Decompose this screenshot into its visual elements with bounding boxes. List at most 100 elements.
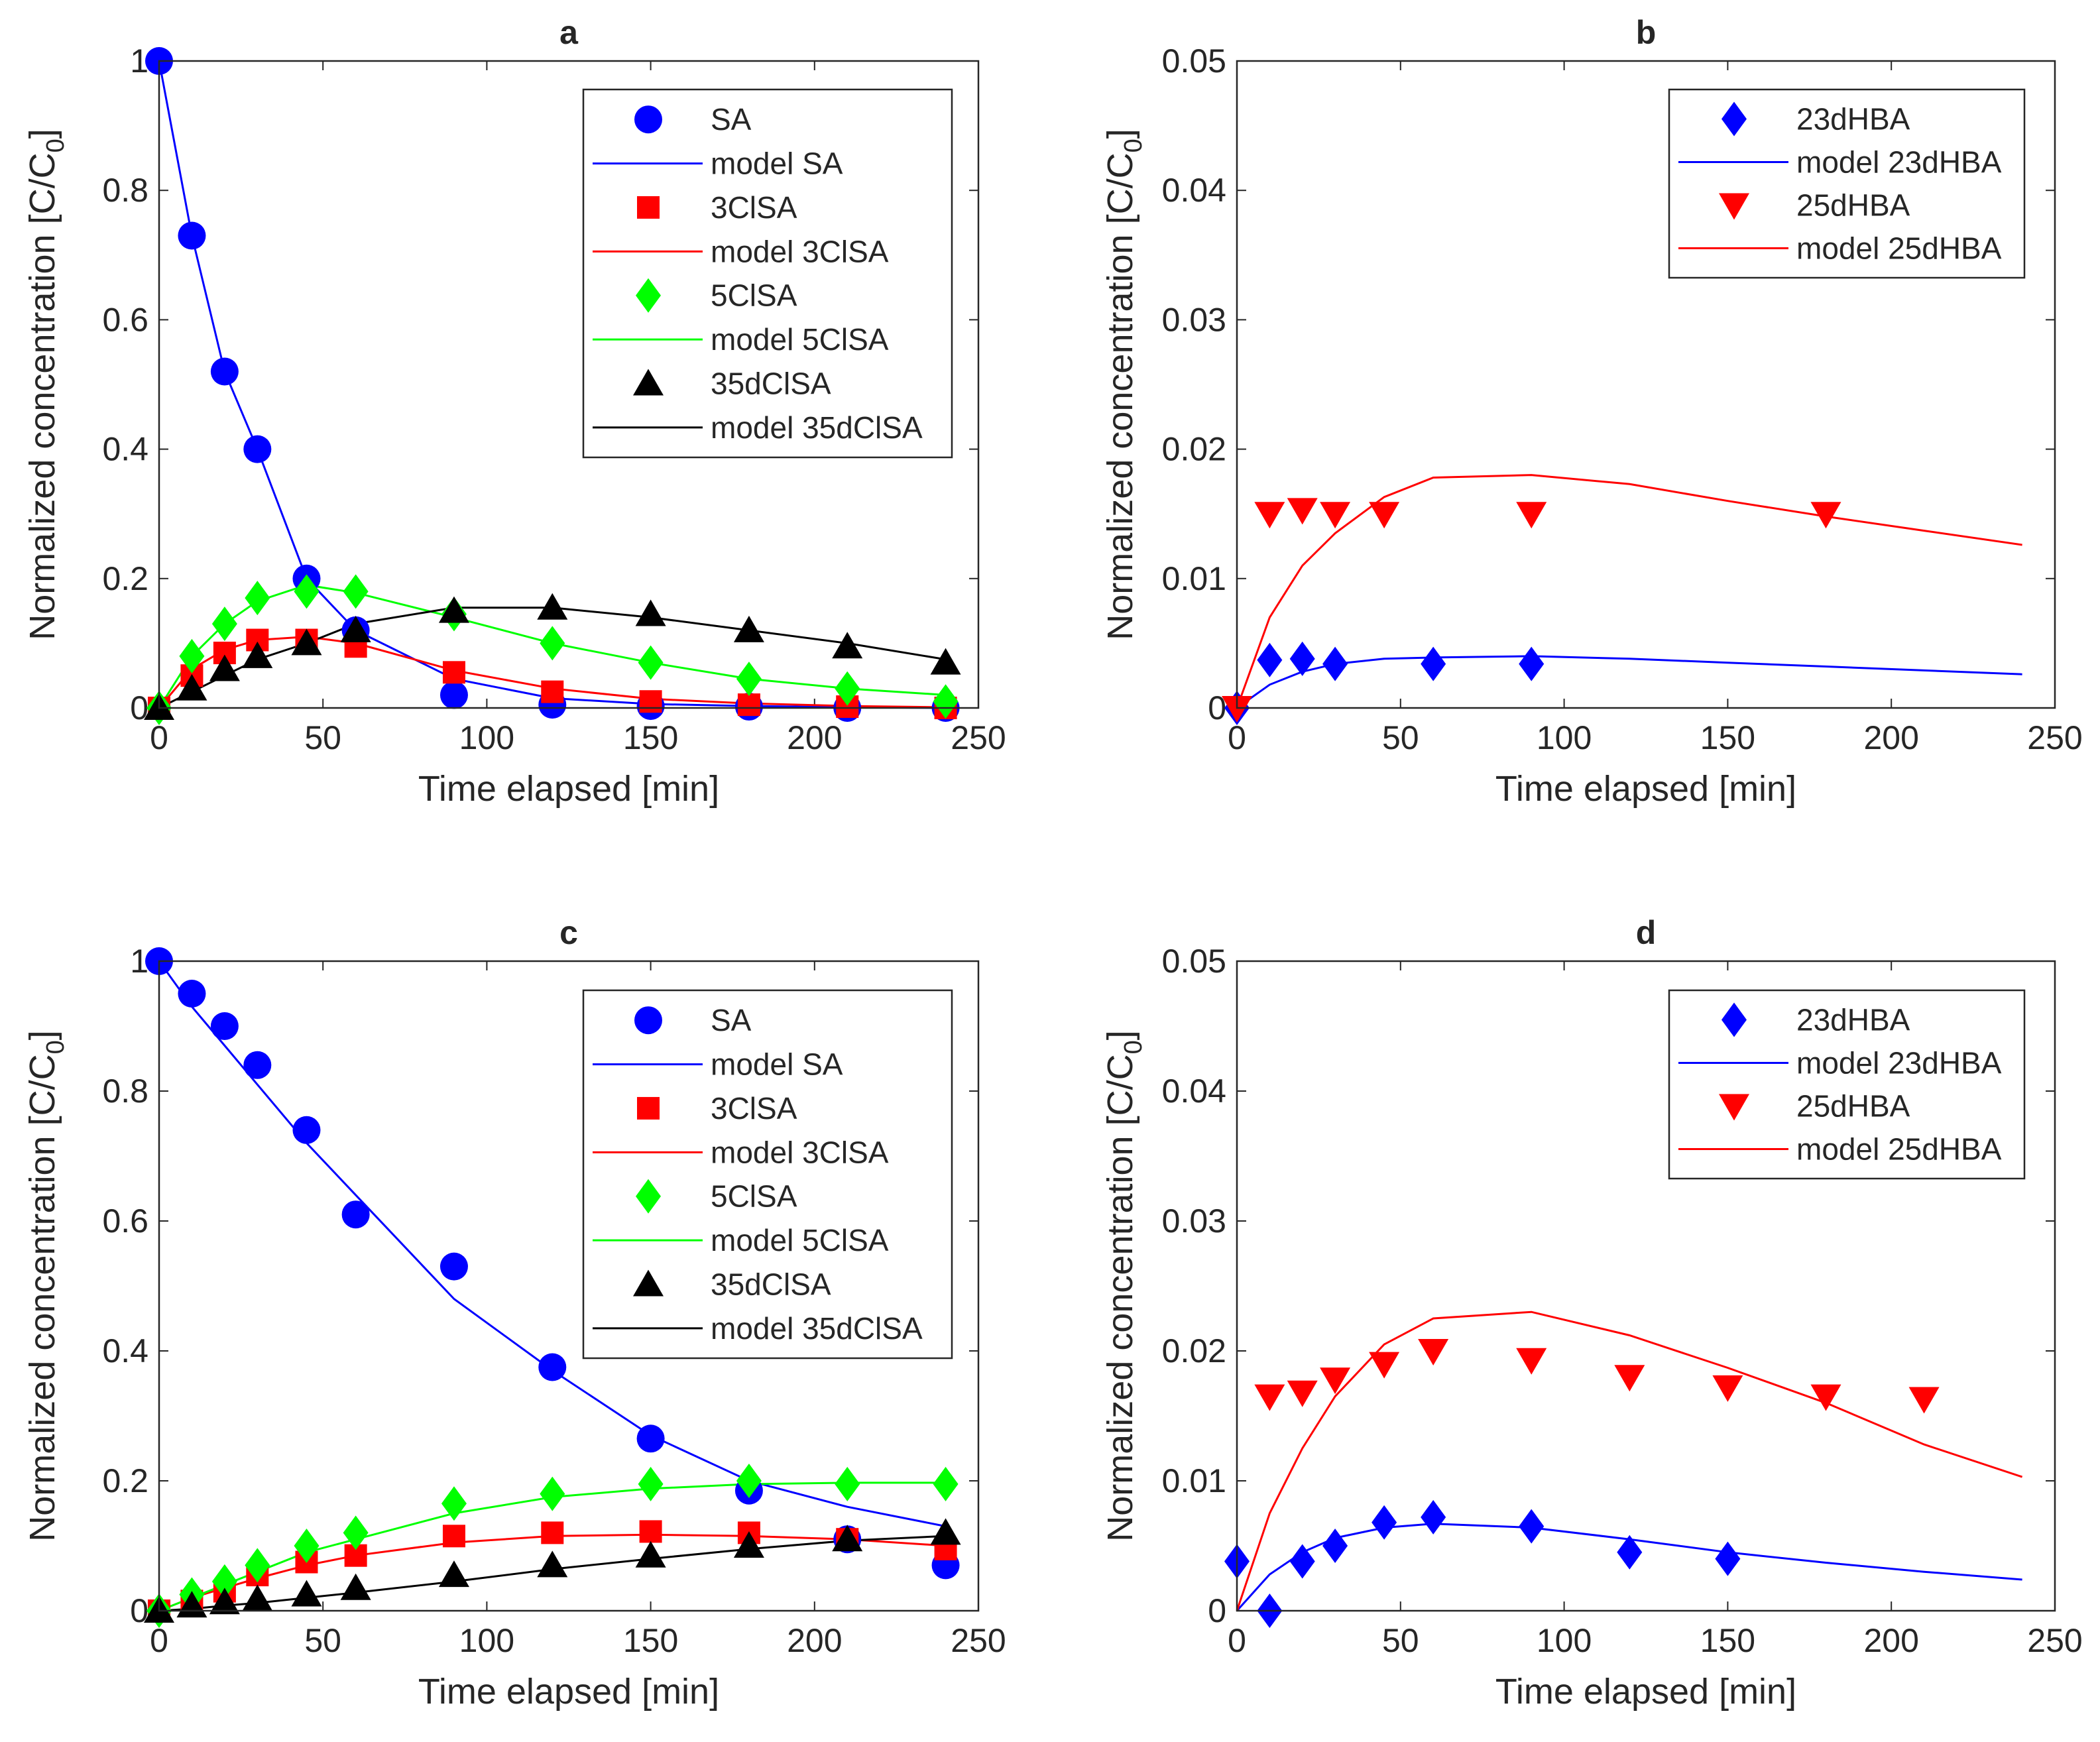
data-point-23dhba	[1289, 1544, 1315, 1579]
data-point-35dclsa	[438, 1560, 469, 1588]
data-point-35dclsa	[242, 1584, 273, 1611]
x-tick-label: 0	[150, 1622, 168, 1659]
data-point-5clsa	[245, 1548, 270, 1583]
legend-marker-triangle-up	[633, 369, 664, 396]
data-point-35dclsa	[438, 596, 469, 623]
data-point-sa	[439, 1252, 468, 1281]
legend-label: 5ClSA	[711, 278, 797, 313]
legend-label: 3ClSA	[711, 190, 797, 225]
data-point-35dclsa	[635, 1540, 666, 1568]
data-point-sa	[243, 435, 272, 463]
data-point-35dclsa	[930, 1518, 961, 1545]
legend-label: model 23dHBA	[1796, 1046, 2002, 1080]
x-tick-label: 50	[1382, 719, 1419, 756]
legend-label: model 35dClSA	[711, 410, 923, 445]
legend-label: 35dClSA	[711, 366, 831, 400]
x-tick-label: 250	[951, 1622, 1006, 1659]
x-axis-label: Time elapsed [min]	[1495, 769, 1796, 809]
legend-label: 5ClSA	[711, 1179, 797, 1214]
data-point-25dhba	[1614, 1365, 1645, 1392]
data-point-5clsa	[933, 684, 959, 719]
y-tick-label: 0.03	[1162, 1202, 1226, 1240]
data-point-5clsa	[736, 662, 762, 697]
data-point-35dclsa	[537, 1550, 568, 1578]
data-point-5clsa	[933, 1466, 959, 1501]
y-tick-label: 0	[130, 1592, 148, 1629]
legend-label: model 3ClSA	[711, 1135, 889, 1169]
data-point-5clsa	[179, 638, 205, 673]
legend-label: 23dHBA	[1796, 102, 1910, 137]
data-point-5clsa	[441, 1486, 467, 1521]
x-tick-label: 50	[1382, 1622, 1419, 1659]
x-tick-label: 250	[951, 719, 1006, 756]
legend-marker-triangle-up	[633, 1269, 664, 1297]
data-point-5clsa	[211, 1564, 237, 1599]
series-line-model-25dhba	[1236, 474, 2022, 709]
legend-marker-diamond	[636, 1179, 661, 1214]
data-point-23dhba	[1715, 1541, 1741, 1576]
data-point-35dclsa	[176, 673, 207, 701]
y-tick-label: 0.2	[102, 560, 148, 597]
legend: SA model SA 3ClSA model 3ClSA 5ClSA model 5Cl…	[582, 989, 953, 1360]
y-tick-label: 0.01	[1162, 560, 1226, 597]
x-tick-label: 150	[623, 719, 678, 756]
x-tick-label: 50	[304, 1622, 341, 1659]
y-tick-label: 0.2	[102, 1462, 148, 1499]
data-point-3clsa	[737, 693, 760, 717]
chart-title: b	[1636, 14, 1657, 51]
legend: 23dHBA model 23dHBA 25dHBA model 25dHBA	[1668, 88, 2026, 279]
x-tick-label: 100	[1537, 719, 1592, 756]
y-tick-label: 0.02	[1162, 431, 1226, 468]
x-tick-label: 150	[1700, 1622, 1755, 1659]
legend-label: model 3ClSA	[711, 234, 889, 268]
x-tick-label: 200	[1863, 719, 1918, 756]
data-point-25dhba	[1287, 498, 1318, 525]
x-tick-label: 0	[1228, 719, 1246, 756]
y-tick-label: 0.01	[1162, 1462, 1226, 1499]
data-point-35dclsa	[291, 1580, 322, 1607]
data-point-3clsa	[442, 1525, 465, 1548]
y-tick-label: 0	[1208, 689, 1226, 726]
legend-label: 35dClSA	[711, 1267, 831, 1301]
data-point-sa	[636, 1424, 665, 1453]
legend-label: model 5ClSA	[711, 1223, 889, 1257]
data-point-35dclsa	[930, 648, 961, 675]
data-point-35dclsa	[209, 1588, 240, 1615]
data-point-35dclsa	[242, 641, 273, 668]
data-point-3clsa	[541, 1521, 564, 1544]
data-point-3clsa	[639, 1520, 662, 1543]
data-point-5clsa	[540, 1476, 565, 1511]
y-tick-label: 0	[1208, 1592, 1226, 1629]
data-point-3clsa	[639, 690, 662, 713]
data-point-3clsa	[442, 661, 465, 684]
chart-d: 0 50 100 150 200 250 0 0.01 0.02 0.03 0.04 0.05 d Tim…	[1100, 914, 2083, 1712]
data-point-23dhba	[1421, 1499, 1446, 1535]
data-point-3clsa	[541, 680, 564, 703]
data-point-23dhba	[1519, 1509, 1545, 1544]
data-point-sa	[341, 1200, 370, 1229]
y-tick-label: 0.04	[1162, 1073, 1226, 1110]
axes-box	[158, 960, 980, 1612]
legend-marker-triangle-down	[1719, 1094, 1749, 1121]
x-tick-label: 200	[787, 719, 842, 756]
y-tick-label: 0.4	[102, 1332, 148, 1369]
data-point-35dclsa	[340, 1573, 371, 1600]
data-point-25dhba	[1287, 1380, 1318, 1407]
legend-label: model 23dHBA	[1796, 145, 2002, 180]
x-tick-label: 100	[459, 719, 514, 756]
data-point-sa	[178, 221, 206, 250]
series-line-model-sa	[158, 60, 946, 709]
data-point-5clsa	[835, 671, 860, 706]
data-point-5clsa	[343, 574, 369, 609]
data-point-23dhba	[1322, 646, 1348, 681]
series-line-model-23dhba	[1236, 655, 2022, 709]
data-point-35dclsa	[340, 615, 371, 642]
x-axis-label: Time elapsed [min]	[418, 769, 719, 809]
data-point-5clsa	[540, 626, 565, 661]
data-point-23dhba	[1289, 641, 1315, 676]
y-tick-label: 0.8	[102, 172, 148, 209]
legend-label: SA	[711, 102, 752, 137]
x-tick-label: 0	[1228, 1622, 1246, 1659]
